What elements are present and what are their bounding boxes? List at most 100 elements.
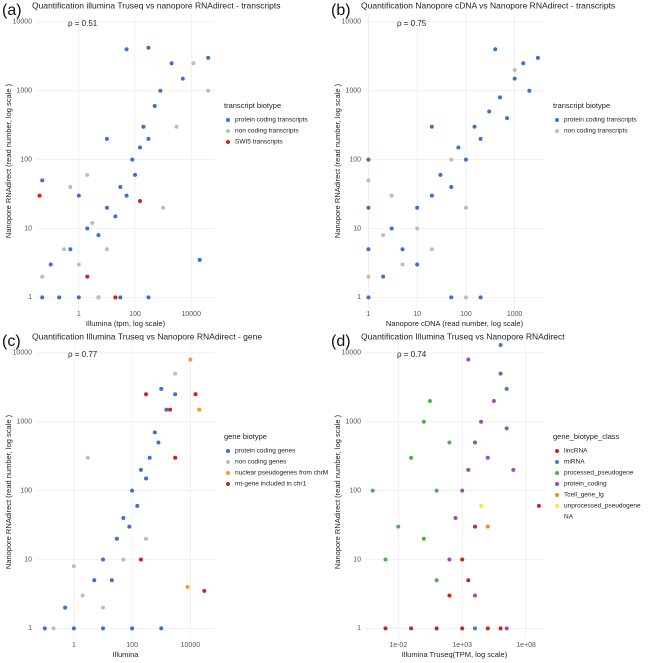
point xyxy=(180,76,185,81)
legend-title: gene_biotype_class xyxy=(553,432,620,441)
point xyxy=(130,488,135,493)
point xyxy=(449,157,454,162)
point xyxy=(479,503,484,508)
y-tick-label: 100 xyxy=(349,156,361,163)
panel: (a) Quantification illumina Truseq vs nan… xyxy=(2,0,308,328)
point xyxy=(85,274,90,279)
point xyxy=(104,136,109,141)
legend-title: transcript biotype xyxy=(224,101,281,110)
legend-swatch xyxy=(555,471,559,475)
point xyxy=(504,386,509,391)
point xyxy=(68,247,73,252)
y-axis-label: Nanopore RNAdirect (read number, log sca… xyxy=(4,414,13,569)
x-tick-label: 1e+03 xyxy=(452,642,472,649)
annotation: ρ = 0.77 xyxy=(68,350,98,359)
y-tick-label: 100 xyxy=(20,156,32,163)
point xyxy=(396,524,401,529)
point xyxy=(381,233,386,238)
point xyxy=(429,124,434,129)
point xyxy=(400,262,405,267)
x-axis-label: Illumina xyxy=(113,650,140,659)
point xyxy=(366,157,371,162)
point xyxy=(498,626,503,631)
y-tick-label: 1 xyxy=(28,294,32,301)
y-tick-label: 100 xyxy=(20,487,32,494)
point xyxy=(504,626,509,631)
x-tick-label: 1e+08 xyxy=(516,642,536,649)
point xyxy=(466,467,471,472)
legend-swatch xyxy=(555,449,559,453)
x-tick-label: 1 xyxy=(72,642,76,649)
point xyxy=(427,398,432,403)
legend-swatch xyxy=(226,129,230,133)
point xyxy=(130,157,135,162)
legend-label: protein coding transcripts xyxy=(564,117,637,124)
point xyxy=(185,584,190,589)
point xyxy=(113,214,118,219)
x-tick-label: 1 xyxy=(366,311,370,318)
point xyxy=(161,205,166,210)
point xyxy=(141,124,146,129)
point xyxy=(498,343,503,347)
y-tick-label: 1000 xyxy=(16,88,32,95)
legend-label: nuclear pseudogenes from chrM xyxy=(235,470,328,477)
point xyxy=(460,626,465,631)
point xyxy=(409,455,414,460)
point xyxy=(447,440,452,445)
point xyxy=(197,257,202,262)
point xyxy=(121,515,126,520)
legend-label: non coding genes xyxy=(235,459,287,466)
legend-label: non coding transcripts xyxy=(235,128,299,135)
y-tick-label: 10 xyxy=(353,225,361,232)
point xyxy=(137,145,142,150)
point xyxy=(479,419,484,424)
point xyxy=(146,295,151,300)
point xyxy=(197,407,202,412)
point xyxy=(449,184,454,189)
y-tick-label: 10 xyxy=(353,556,361,563)
legend-label: Tcell_gene_lg xyxy=(564,492,604,499)
x-tick-label: 1e-02 xyxy=(389,642,407,649)
y-tick-label: 10000 xyxy=(13,19,33,26)
point xyxy=(146,136,151,141)
point xyxy=(37,193,42,198)
panel: (d) Quantification Illumina Truseq vs Nan… xyxy=(331,331,641,659)
chart-title: Quantification Illumina Truseq vs Nanopo… xyxy=(361,331,565,341)
legend-label: lincRNA xyxy=(564,448,588,455)
point xyxy=(138,557,143,562)
point xyxy=(62,247,67,252)
point xyxy=(449,295,454,300)
legend-label: processed_pseudogene xyxy=(564,470,634,477)
point xyxy=(389,193,394,198)
point xyxy=(389,226,394,231)
point xyxy=(147,455,152,460)
panel: (b) Quantification Nanopore cDNA vs Nanop… xyxy=(331,0,637,328)
x-tick-label: 100 xyxy=(126,642,138,649)
point xyxy=(159,386,164,391)
point xyxy=(138,467,143,472)
point xyxy=(472,593,477,598)
legend-label: non coding transcripts xyxy=(564,128,628,135)
point xyxy=(381,274,386,279)
x-tick-label: 1 xyxy=(77,311,81,318)
point xyxy=(124,193,129,198)
panel-label: (b) xyxy=(331,2,351,19)
point xyxy=(133,172,138,177)
point xyxy=(57,295,62,300)
point xyxy=(472,626,477,631)
legend-label: protein coding transcripts xyxy=(235,117,308,124)
point xyxy=(366,274,371,279)
point xyxy=(472,440,477,445)
legend-swatch xyxy=(226,140,230,144)
y-tick-label: 1 xyxy=(357,625,361,632)
legend-swatch xyxy=(555,493,559,497)
point xyxy=(158,88,163,93)
point xyxy=(109,578,114,583)
point xyxy=(434,578,439,583)
annotation: ρ = 0.75 xyxy=(397,19,427,28)
point xyxy=(42,626,47,631)
point xyxy=(535,55,540,60)
point xyxy=(409,626,414,631)
point xyxy=(80,593,85,598)
legend-label: SWI5 transcripts xyxy=(235,139,283,146)
